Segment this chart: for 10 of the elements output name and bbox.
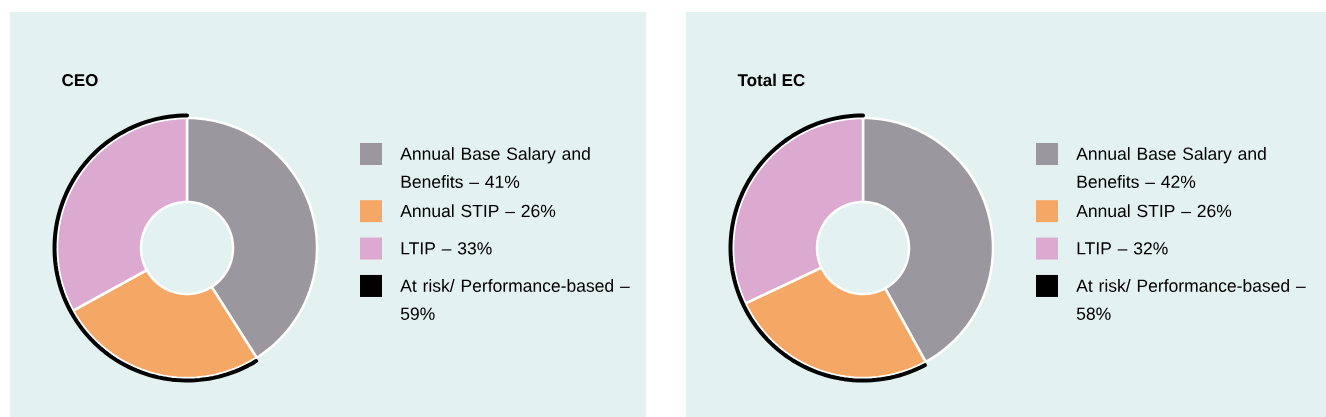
legend-label: LTIP – 32% — [1077, 242, 1168, 255]
legend-label: Annual Base Salary and Benefits – 42% — [1076, 147, 1266, 188]
legend-label: Annual STIP – 26% — [400, 204, 556, 218]
chart-title: CEO — [62, 74, 98, 87]
legend-label: Annual Base Salary and Benefits – 41% — [400, 147, 590, 188]
text: At risk/ Performance-based – 58% — [1076, 279, 1306, 320]
legend-label: LTIP – 33% — [401, 242, 492, 255]
text: At risk/ Performance-based – 59% — [400, 279, 630, 320]
legend-label: Annual STIP – 26% — [1076, 204, 1232, 218]
chart-title: Total EC — [737, 73, 805, 87]
